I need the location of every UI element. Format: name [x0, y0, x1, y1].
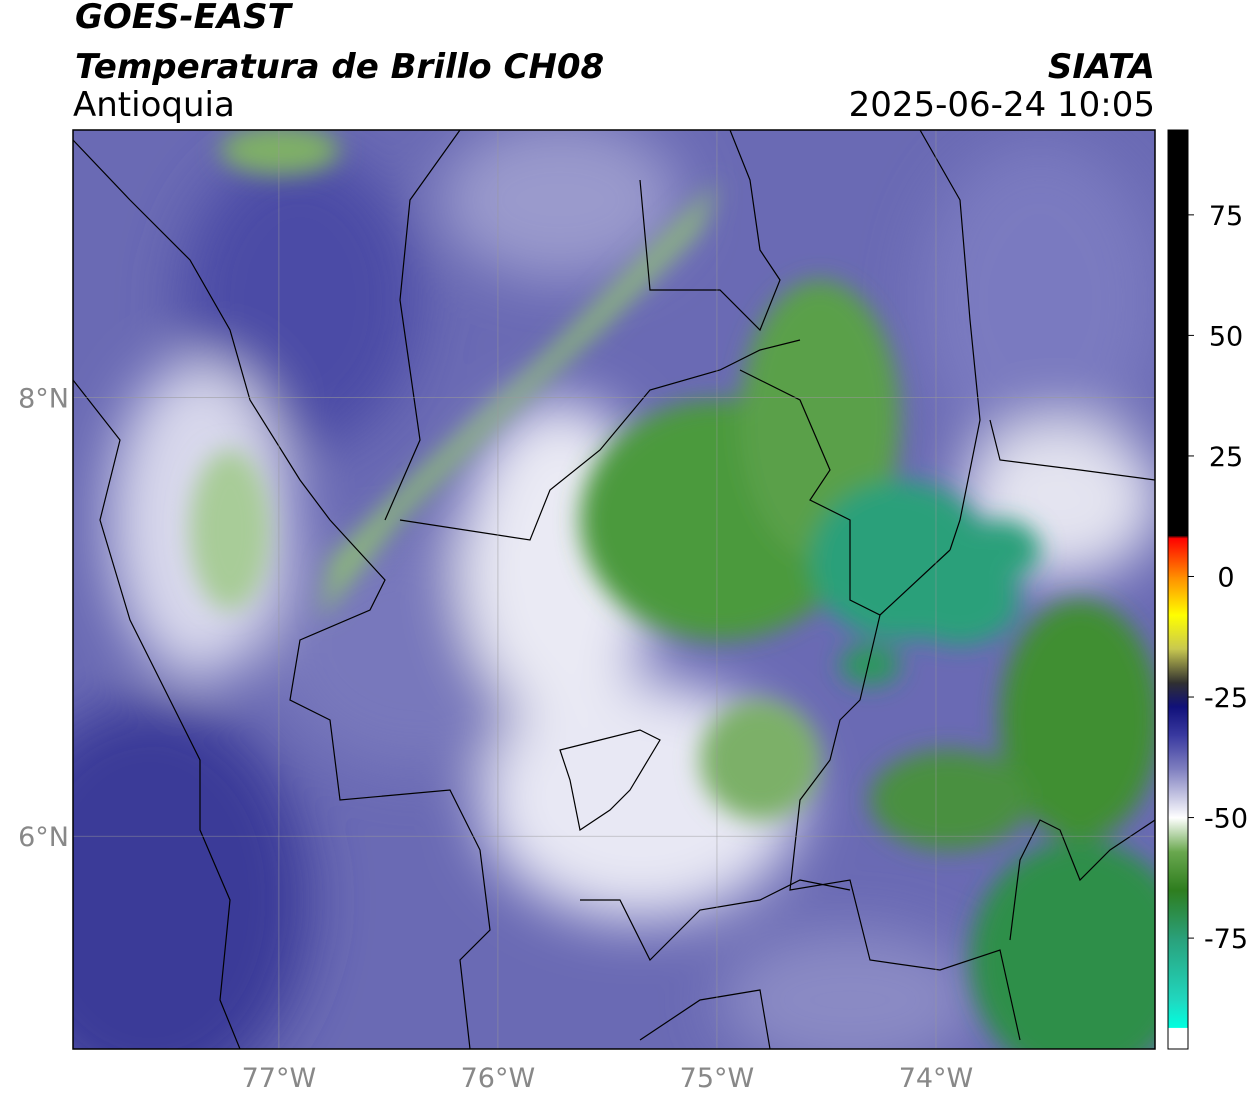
source: SIATA	[1048, 47, 1155, 87]
colorbar-segment	[1168, 682, 1188, 708]
colorbar-frame	[1167, 129, 1189, 1050]
colorbar-segment	[1168, 576, 1188, 616]
colorbar-segment	[1168, 706, 1188, 737]
colorbar-segment	[1168, 769, 1188, 819]
x-tick-label: 74°W	[899, 1063, 974, 1094]
colorbar-segment	[1168, 615, 1188, 650]
colorbar-segment	[1168, 938, 1188, 1002]
colorbar-segment	[1168, 537, 1188, 577]
subtitle: Temperatura de Brillo CH08	[75, 47, 604, 87]
colorbar-segment	[1168, 1000, 1188, 1028]
colorbar-segment	[1168, 1027, 1188, 1050]
colorbar-segment	[1168, 851, 1188, 891]
map-frame	[72, 129, 1156, 1050]
colorbar-segment	[1168, 648, 1188, 684]
colorbar-tick-label: 25	[1209, 442, 1243, 473]
y-tick-label: 6°N	[18, 822, 69, 853]
x-tick-label: 76°W	[461, 1063, 536, 1094]
colorbar-segment	[1168, 535, 1188, 539]
colorbar-segment	[1168, 817, 1188, 852]
colorbar-tick-label: -50	[1204, 804, 1248, 835]
satellite-image	[73, 130, 1155, 1049]
colorbar-tick-label: 50	[1209, 321, 1243, 352]
datetime: 2025-06-24 10:05	[849, 85, 1155, 125]
y-tick-label: 8°N	[18, 384, 69, 415]
colorbar-segment	[1168, 130, 1188, 536]
colorbar-tick-label: -25	[1204, 683, 1248, 714]
colorbar-tick-label: 75	[1209, 201, 1243, 232]
colorbar-segment	[1168, 889, 1188, 939]
title: GOES-EAST	[75, 0, 294, 37]
colorbar-segment	[1168, 735, 1188, 770]
region: Antioquia	[73, 85, 235, 125]
x-tick-label: 77°W	[242, 1063, 317, 1094]
x-tick-label: 75°W	[680, 1063, 755, 1094]
colorbar-tick-label: 0	[1217, 562, 1234, 593]
colorbar-tick-label: -75	[1204, 924, 1248, 955]
